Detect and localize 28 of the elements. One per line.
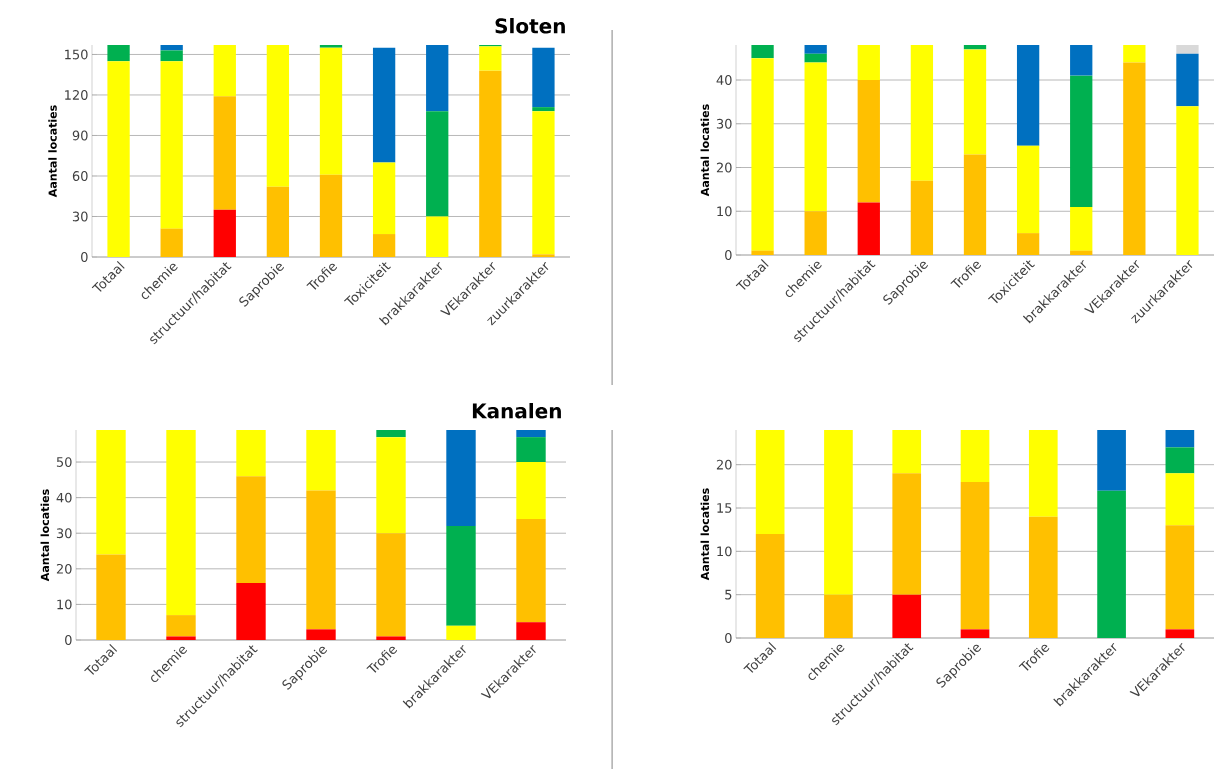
y-tick-label: 10 — [717, 206, 732, 217]
y-tick-label: 90 — [72, 130, 88, 141]
y-tick-label: 30 — [56, 528, 72, 539]
y-tick-label: 10 — [57, 599, 72, 610]
y-tick-label: 30 — [716, 118, 732, 129]
y-tick-label: 40 — [56, 492, 72, 503]
y-axis-title: Aantal locaties — [700, 104, 710, 197]
y-tick-label: 40 — [716, 75, 732, 85]
y-tick-label: 0 — [81, 252, 88, 262]
y-axis-title: Aantal locaties — [48, 105, 57, 198]
y-tick-label: 60 — [72, 171, 88, 181]
y-tick-label: 10 — [717, 546, 732, 557]
y-tick-label: 15 — [717, 503, 732, 513]
chart-title: Sloten — [495, 17, 565, 34]
y-tick-label: 20 — [56, 563, 72, 574]
y-tick-label: 120 — [65, 90, 88, 100]
y-tick-label: 0 — [725, 250, 732, 260]
y-tick-label: 20 — [716, 162, 732, 173]
y-tick-label: 5 — [725, 589, 732, 600]
y-tick-label: 150 — [65, 49, 88, 60]
y-tick-label: 20 — [716, 459, 732, 470]
y-tick-label: 50 — [56, 457, 72, 467]
y-axis-title: Aantal locaties — [40, 489, 50, 582]
y-axis-title: Aantal locaties — [700, 488, 710, 581]
y-tick-label: 0 — [725, 633, 732, 643]
y-tick-label: 30 — [72, 211, 88, 222]
chart-title: Kanalen — [472, 402, 561, 419]
y-tick-label: 0 — [65, 635, 72, 645]
